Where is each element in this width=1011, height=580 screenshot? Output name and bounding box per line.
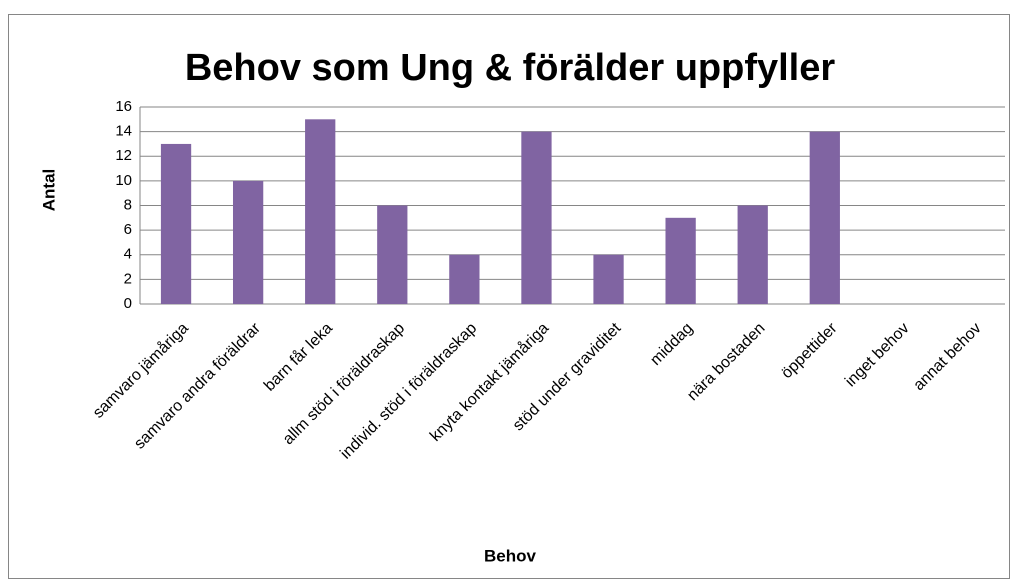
bar xyxy=(232,180,264,304)
bar xyxy=(305,119,336,304)
bar xyxy=(521,131,552,304)
x-axis-label: Behov xyxy=(484,546,537,565)
chart-frame xyxy=(8,14,1010,579)
y-tick-label: 0 xyxy=(124,295,132,312)
y-tick-label: 6 xyxy=(124,221,132,238)
y-tick-label: 16 xyxy=(115,98,132,115)
bar xyxy=(593,254,624,304)
y-axis-label: Antal xyxy=(39,169,58,212)
bar xyxy=(809,131,840,304)
y-tick-label: 14 xyxy=(115,123,132,140)
bar xyxy=(737,205,768,304)
y-tick-label: 8 xyxy=(124,196,132,213)
bar xyxy=(377,205,408,304)
y-tick-label: 4 xyxy=(124,246,132,263)
bar xyxy=(449,254,480,304)
y-tick-label: 2 xyxy=(124,270,132,287)
y-tick-label: 12 xyxy=(115,147,132,164)
bar xyxy=(160,143,192,304)
y-tick-label: 10 xyxy=(115,172,132,189)
bar xyxy=(665,217,696,304)
chart-title: Behov som Ung & förälder uppfyller xyxy=(185,47,836,89)
